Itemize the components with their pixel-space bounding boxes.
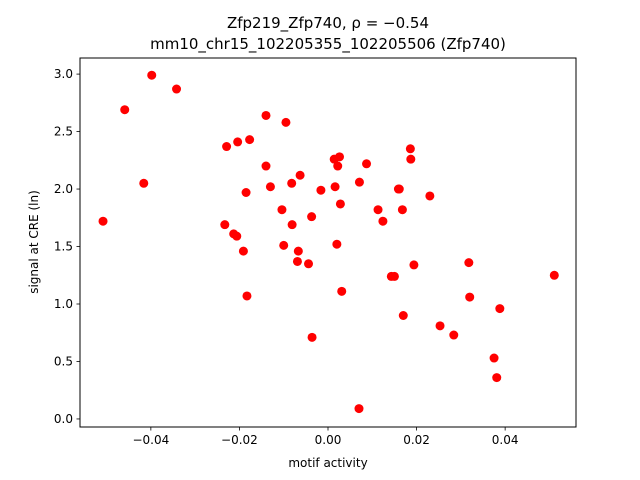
- x-tick-label: 0.02: [403, 433, 430, 447]
- data-point: [287, 220, 297, 230]
- data-point: [449, 330, 459, 340]
- y-tick-label: 0.0: [54, 412, 73, 426]
- data-point: [242, 291, 252, 301]
- chart-title-line1: Zfp219_Zfp740, ρ = −0.54: [227, 14, 429, 33]
- x-axis-label: motif activity: [288, 456, 367, 470]
- data-point: [293, 246, 303, 256]
- data-point: [139, 178, 149, 188]
- data-point: [287, 178, 297, 188]
- x-axis-ticks: −0.04 −0.02 0.00 0.02 0.04: [132, 427, 519, 447]
- data-point: [378, 216, 388, 226]
- data-point: [409, 260, 419, 270]
- data-point: [332, 239, 342, 249]
- data-point: [335, 152, 345, 162]
- y-tick-label: 2.0: [54, 182, 73, 196]
- data-point: [489, 353, 499, 363]
- data-point: [394, 184, 404, 194]
- y-tick-label: 0.5: [54, 354, 73, 368]
- data-point: [330, 182, 340, 192]
- data-point: [495, 304, 505, 314]
- data-point: [265, 182, 275, 192]
- data-point: [98, 216, 108, 226]
- data-point: [277, 205, 287, 215]
- data-point: [147, 70, 157, 80]
- data-points: [98, 70, 559, 414]
- data-point: [362, 159, 372, 169]
- data-point: [232, 231, 242, 241]
- data-point: [398, 311, 408, 320]
- data-point: [245, 135, 255, 145]
- data-point: [406, 154, 416, 164]
- data-point: [373, 205, 383, 215]
- x-tick-label: −0.04: [132, 433, 169, 447]
- data-point: [389, 271, 399, 281]
- data-point: [238, 246, 248, 256]
- y-tick-label: 1.5: [54, 240, 73, 254]
- data-point: [295, 170, 305, 180]
- data-point: [261, 161, 271, 171]
- data-point: [397, 205, 407, 215]
- data-point: [492, 373, 502, 383]
- data-point: [335, 199, 345, 209]
- data-point: [337, 286, 347, 296]
- y-tick-label: 1.0: [54, 297, 73, 311]
- data-point: [261, 110, 271, 120]
- data-point: [120, 105, 130, 115]
- y-axis-label: signal at CRE (ln): [27, 190, 41, 294]
- data-point: [435, 321, 445, 331]
- x-tick-label: 0.04: [492, 433, 519, 447]
- data-point: [316, 185, 326, 195]
- data-point: [307, 332, 317, 342]
- y-axis-ticks: 0.0 0.5 1.0 1.5 2.0 2.5 3.0: [54, 67, 80, 426]
- data-point: [333, 161, 343, 171]
- data-point: [465, 292, 475, 302]
- data-point: [304, 259, 314, 269]
- data-point: [354, 177, 364, 187]
- data-point: [425, 191, 435, 201]
- y-tick-label: 3.0: [54, 67, 73, 81]
- data-point: [279, 240, 289, 250]
- data-point: [549, 270, 559, 280]
- data-point: [233, 137, 243, 147]
- data-point: [220, 220, 230, 230]
- data-point: [172, 84, 182, 94]
- chart-title-line2: mm10_chr15_102205355_102205506 (Zfp740): [150, 35, 506, 54]
- x-tick-label: 0.00: [315, 433, 342, 447]
- data-point: [281, 117, 291, 127]
- x-tick-label: −0.02: [221, 433, 258, 447]
- data-point: [464, 258, 474, 268]
- data-point: [292, 256, 302, 266]
- data-point: [241, 188, 251, 197]
- data-point: [405, 144, 415, 154]
- data-point: [222, 142, 232, 152]
- plot-frame: [79, 57, 577, 428]
- data-point: [354, 404, 364, 414]
- data-point: [307, 212, 317, 222]
- y-tick-label: 2.5: [54, 125, 73, 139]
